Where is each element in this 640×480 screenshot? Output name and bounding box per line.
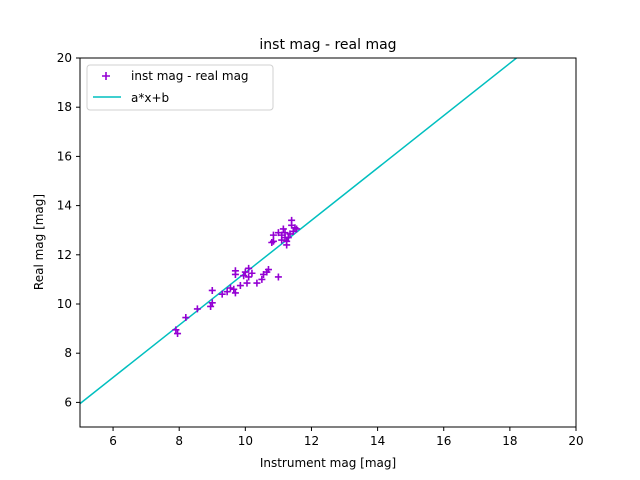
data-point: [243, 279, 251, 287]
legend-box: [86, 64, 274, 111]
data-point: [245, 273, 253, 281]
x-axis-label: Instrument mag [mag]: [260, 456, 396, 470]
y-tick-label: 18: [57, 100, 72, 114]
plot-area: [80, 58, 517, 405]
data-point: [223, 288, 231, 296]
data-point: [241, 268, 249, 276]
data-point: [174, 330, 182, 338]
data-point: [226, 284, 234, 292]
data-point: [208, 299, 216, 307]
x-tick-label: 10: [238, 434, 253, 448]
data-point: [240, 272, 248, 280]
y-tick-label: 10: [57, 297, 72, 311]
legend-entry-scatter: inst mag - real mag: [102, 69, 249, 83]
x-tick-label: 18: [502, 434, 517, 448]
x-tick-label: 6: [109, 434, 117, 448]
data-point: [193, 305, 201, 313]
data-point: [231, 267, 239, 275]
x-tick-label: 14: [370, 434, 385, 448]
y-axis-label: Real mag [mag]: [32, 194, 46, 290]
data-point: [264, 266, 272, 274]
y-tick-label: 14: [57, 199, 72, 213]
data-point: [284, 234, 292, 242]
data-point: [274, 273, 282, 281]
x-tick-label: 16: [436, 434, 451, 448]
data-point: [281, 229, 289, 237]
legend-plus-path: [102, 72, 110, 80]
points-layer: [172, 216, 301, 338]
data-point: [245, 264, 253, 272]
data-point: [283, 237, 291, 245]
data-point: [269, 231, 277, 239]
x-tick-label: 8: [175, 434, 183, 448]
data-point: [230, 285, 238, 293]
data-point: [172, 326, 180, 334]
y-axis: 6 8 10 12 14 16 18 20: [57, 51, 80, 409]
x-tick-label: 12: [304, 434, 319, 448]
data-point: [208, 286, 216, 294]
data-point: [279, 225, 287, 233]
y-tick-label: 6: [64, 395, 72, 409]
data-point: [236, 282, 244, 290]
data-point: [218, 290, 226, 298]
x-tick-label: 20: [568, 434, 583, 448]
legend-label-line: a*x+b: [131, 91, 169, 105]
data-point: [248, 269, 256, 277]
y-tick-label: 8: [64, 346, 72, 360]
legend-plus-marker: [102, 72, 110, 80]
y-tick-label: 20: [57, 51, 72, 65]
data-point: [269, 237, 277, 245]
data-point: [258, 275, 266, 283]
data-point: [293, 225, 301, 233]
legend-label-scatter: inst mag - real mag: [131, 69, 249, 83]
data-point: [207, 302, 215, 310]
y-tick-label: 12: [57, 248, 72, 262]
data-point: [253, 279, 261, 287]
fit-line: [80, 58, 517, 405]
y-tick-label: 16: [57, 149, 72, 163]
fit-line-layer: [80, 58, 517, 405]
legend: inst mag - real mag a*x+b: [86, 64, 274, 111]
x-axis: 6 8 10 12 14 16 18 20: [109, 427, 584, 448]
plot-frame: [79, 57, 577, 428]
legend-entry-line: a*x+b: [93, 91, 169, 105]
chart-title: inst mag - real mag: [259, 37, 396, 53]
data-point: [182, 314, 190, 322]
data-point: [231, 289, 239, 297]
